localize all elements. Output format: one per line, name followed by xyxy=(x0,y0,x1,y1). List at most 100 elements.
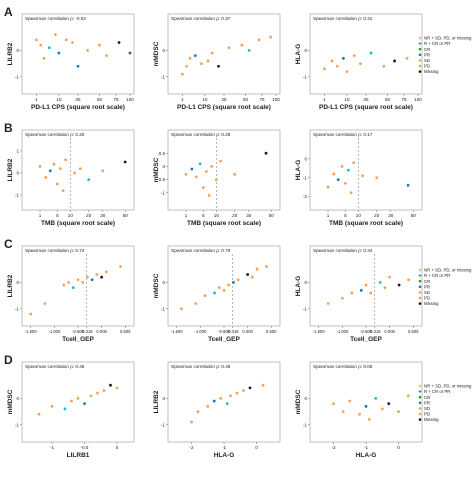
data-point xyxy=(73,171,76,175)
panel-title: Spearman correlation ρ: 0.05 xyxy=(313,364,373,369)
y-tick-label: -0.5 xyxy=(157,177,165,182)
data-point xyxy=(407,278,410,282)
x-tick-label: 50 xyxy=(269,213,275,218)
panel-B-2: Spearman correlation ρ: 0.17 -2 -1 0 1 5 10 20 3… xyxy=(295,129,423,227)
x-tick-label: 25 xyxy=(363,97,369,102)
y-tick-label: 1 xyxy=(16,149,19,154)
y-axis-label: LILRB2 xyxy=(153,390,160,413)
data-point xyxy=(212,399,216,403)
x-tick-label: 10 xyxy=(344,97,350,102)
panel-title: Spearman correlation ρ: 0.34 xyxy=(313,248,373,253)
legend-label: NR + SD, PD, or missing xyxy=(424,384,472,389)
y-tick-label: -1 xyxy=(15,74,20,79)
data-point xyxy=(352,54,356,58)
data-point xyxy=(378,281,382,284)
y-tick-label: 0 xyxy=(304,156,307,161)
x-tick-label: 10 xyxy=(356,213,362,218)
y-tick-label: -1 xyxy=(303,175,308,180)
x-tick-label: -1 xyxy=(222,445,227,450)
data-point xyxy=(264,151,268,155)
x-tick-label: -1.000 xyxy=(48,329,61,334)
x-tick-label: 0 xyxy=(255,445,258,450)
data-point xyxy=(222,288,226,292)
data-point xyxy=(367,418,371,421)
data-point xyxy=(71,286,75,290)
data-point xyxy=(76,397,80,400)
y-tick-label: -1 xyxy=(161,74,166,79)
data-point xyxy=(358,412,361,416)
data-point xyxy=(217,286,221,290)
y-tick-label: -1 xyxy=(161,306,166,311)
data-point xyxy=(323,67,326,71)
panel-title: Spearman correlation ρ: 0.46 xyxy=(171,364,231,369)
data-point xyxy=(380,407,384,411)
data-point xyxy=(219,397,223,400)
row-label-A: A xyxy=(4,5,13,19)
x-tick-label: 75 xyxy=(260,97,266,102)
data-point xyxy=(90,278,94,282)
y-tick-label: 0 xyxy=(304,280,307,285)
data-point xyxy=(326,185,330,189)
x-tick-label: -0.5 xyxy=(81,445,89,450)
legend-label: CR xyxy=(424,47,430,52)
x-tick-label: -1.000 xyxy=(194,329,207,334)
data-point xyxy=(119,265,122,268)
data-point xyxy=(374,397,378,400)
data-point xyxy=(123,160,127,164)
panel-D-2: Spearman correlation ρ: 0.05 -1 0 -2 -1 0 HLA-… xyxy=(295,361,423,459)
data-point xyxy=(345,70,349,73)
data-point xyxy=(206,59,210,63)
plot-frame xyxy=(21,13,135,95)
x-tick-label: 20 xyxy=(374,213,380,218)
data-point xyxy=(332,402,335,406)
data-point xyxy=(39,43,43,47)
x-tick-label: 30 xyxy=(388,213,394,218)
x-tick-label: 100 xyxy=(414,97,422,102)
data-point xyxy=(54,33,57,36)
y-tick-label: -1 xyxy=(15,193,20,198)
y-tick-label: -1 xyxy=(303,422,308,427)
data-point xyxy=(190,167,194,171)
data-point xyxy=(210,51,214,55)
x-tick-label: -1 xyxy=(364,445,369,450)
data-point xyxy=(336,178,340,182)
x-tick-label: 10 xyxy=(56,97,62,102)
data-point xyxy=(67,281,70,284)
x-tick-label: 10 xyxy=(68,213,74,218)
x-tick-label: 25 xyxy=(75,97,81,102)
data-point xyxy=(128,51,132,55)
data-point xyxy=(213,291,216,295)
panel-D-1: Spearman correlation ρ: 0.46 -1 0 -2 -1 0 HLA-… xyxy=(153,361,281,459)
data-point xyxy=(359,62,362,65)
data-point xyxy=(235,391,239,395)
y-tick-label: 0 xyxy=(162,396,165,401)
data-point xyxy=(382,64,386,68)
panel-title: Spearman correlation ρ: 0.74 xyxy=(25,248,85,253)
x-axis-label: LILRB1 xyxy=(67,452,90,459)
x-tick-label: 0.500 xyxy=(266,329,277,334)
data-point xyxy=(42,56,46,60)
row-label-D: D xyxy=(4,353,13,367)
panel-C-1: Spearman correlation ρ: 0.78 -1 0 -1.500 -1.… xyxy=(153,245,281,343)
data-point xyxy=(37,412,41,416)
data-point xyxy=(98,43,101,47)
data-point xyxy=(117,41,121,44)
data-point xyxy=(369,291,373,295)
panel-title: Spearman correlation ρ: 0.20 xyxy=(25,132,85,137)
data-point xyxy=(250,275,254,279)
data-point xyxy=(342,56,345,60)
legend-label: PR xyxy=(424,400,430,405)
data-point xyxy=(71,41,74,44)
data-point xyxy=(29,312,33,316)
legend-marker xyxy=(418,47,422,51)
data-point xyxy=(341,410,345,413)
data-point xyxy=(200,62,203,65)
plot-frame xyxy=(167,361,281,443)
x-tick-label: -0.316 xyxy=(369,329,382,334)
y-tick-label: 0 xyxy=(16,48,19,53)
data-point xyxy=(225,402,229,406)
data-point xyxy=(193,54,197,58)
legend-marker xyxy=(418,291,422,294)
